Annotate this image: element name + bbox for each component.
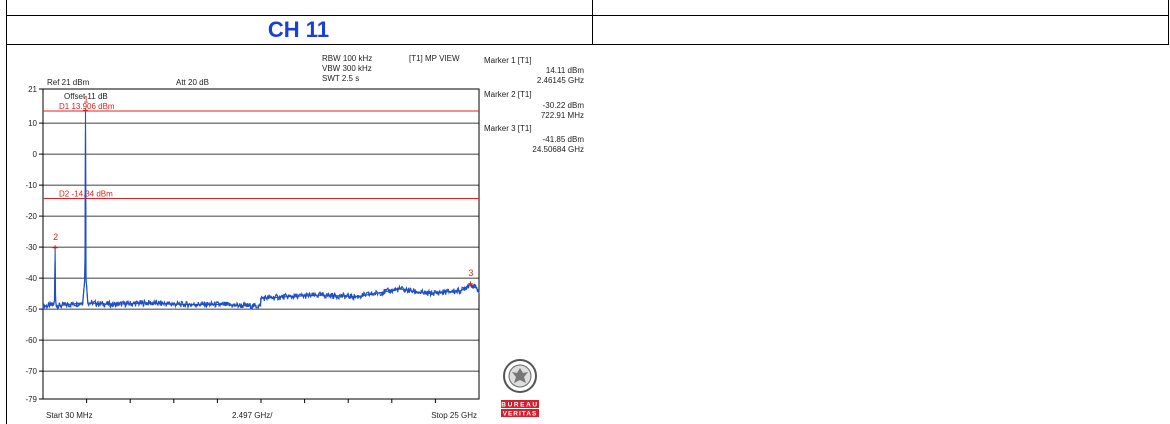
marker-3-level: -41.85 dBm bbox=[542, 135, 584, 144]
offset-label: Offset 11 dB bbox=[64, 92, 108, 101]
x-stop-label: Stop 25 GHz bbox=[431, 411, 477, 420]
logo-bar-top bbox=[501, 400, 539, 408]
swt-setting: SWT 2.5 s bbox=[322, 74, 360, 83]
marker-1-freq: 2.46145 GHz bbox=[536, 76, 584, 85]
marker-3-label: Marker 3 [T1] bbox=[484, 124, 532, 133]
marker-3-freq: 24.50684 GHz bbox=[532, 145, 584, 154]
y-tick-label: -50 bbox=[25, 305, 37, 314]
logo-figure-icon bbox=[512, 368, 528, 383]
frame-right-border bbox=[1168, 0, 1169, 44]
marker-1-label: 1 bbox=[83, 94, 88, 104]
channel-title: CH 11 bbox=[267, 17, 330, 42]
vbw-setting: VBW 300 kHz bbox=[322, 64, 372, 73]
frame-middle-border bbox=[592, 0, 593, 44]
y-tick-label: 21 bbox=[28, 85, 37, 94]
spectrum-trace bbox=[43, 110, 480, 307]
marker-3-label: 3 bbox=[468, 268, 473, 278]
y-tick-label: 0 bbox=[33, 150, 38, 159]
header-top-border bbox=[6, 15, 1169, 16]
marker-2-label: Marker 2 [T1] bbox=[484, 90, 532, 99]
logo-text-bottom: VERITAS bbox=[503, 411, 538, 418]
ref-level: Ref 21 dBm bbox=[47, 78, 90, 87]
rbw-setting: RBW 100 kHz bbox=[322, 54, 373, 63]
y-tick-label: -70 bbox=[25, 367, 37, 376]
x-mid-label: 2.497 GHz/ bbox=[232, 411, 273, 420]
marker-2-label: 2 bbox=[53, 232, 58, 242]
y-tick-label: -79 bbox=[25, 395, 37, 404]
logo-text-top: BUREAU bbox=[501, 402, 538, 409]
marker-1-label: Marker 1 [T1] bbox=[484, 56, 532, 65]
bureau-veritas-logo: BUREAU VERITAS bbox=[501, 359, 539, 418]
marker-1-level: 14.11 dBm bbox=[545, 66, 584, 75]
spectrum-trace-noise bbox=[42, 130, 480, 311]
frame-left-border bbox=[6, 0, 7, 424]
marker-2-freq: 722.91 MHz bbox=[540, 111, 584, 120]
y-tick-label: -60 bbox=[25, 336, 37, 345]
x-start-label: Start 30 MHz bbox=[46, 411, 93, 420]
logo-bar-bottom bbox=[501, 409, 539, 417]
view-setting: [T1] MP VIEW bbox=[409, 54, 460, 63]
y-tick-label: -30 bbox=[25, 243, 37, 252]
display-line-label-1: D1 13.906 dBm bbox=[59, 102, 115, 111]
marker-2-level: -30.22 dBm bbox=[542, 101, 584, 110]
y-tick-label: -10 bbox=[25, 181, 37, 190]
y-tick-label: -20 bbox=[25, 212, 37, 221]
display-line-label-2: D2 -14.34 dBm bbox=[59, 190, 113, 199]
attenuation: Att 20 dB bbox=[176, 78, 209, 87]
y-tick-label: -40 bbox=[25, 274, 37, 283]
plot-area bbox=[42, 88, 480, 400]
y-tick-label: 10 bbox=[28, 119, 37, 128]
header-bottom-border bbox=[6, 44, 1169, 45]
